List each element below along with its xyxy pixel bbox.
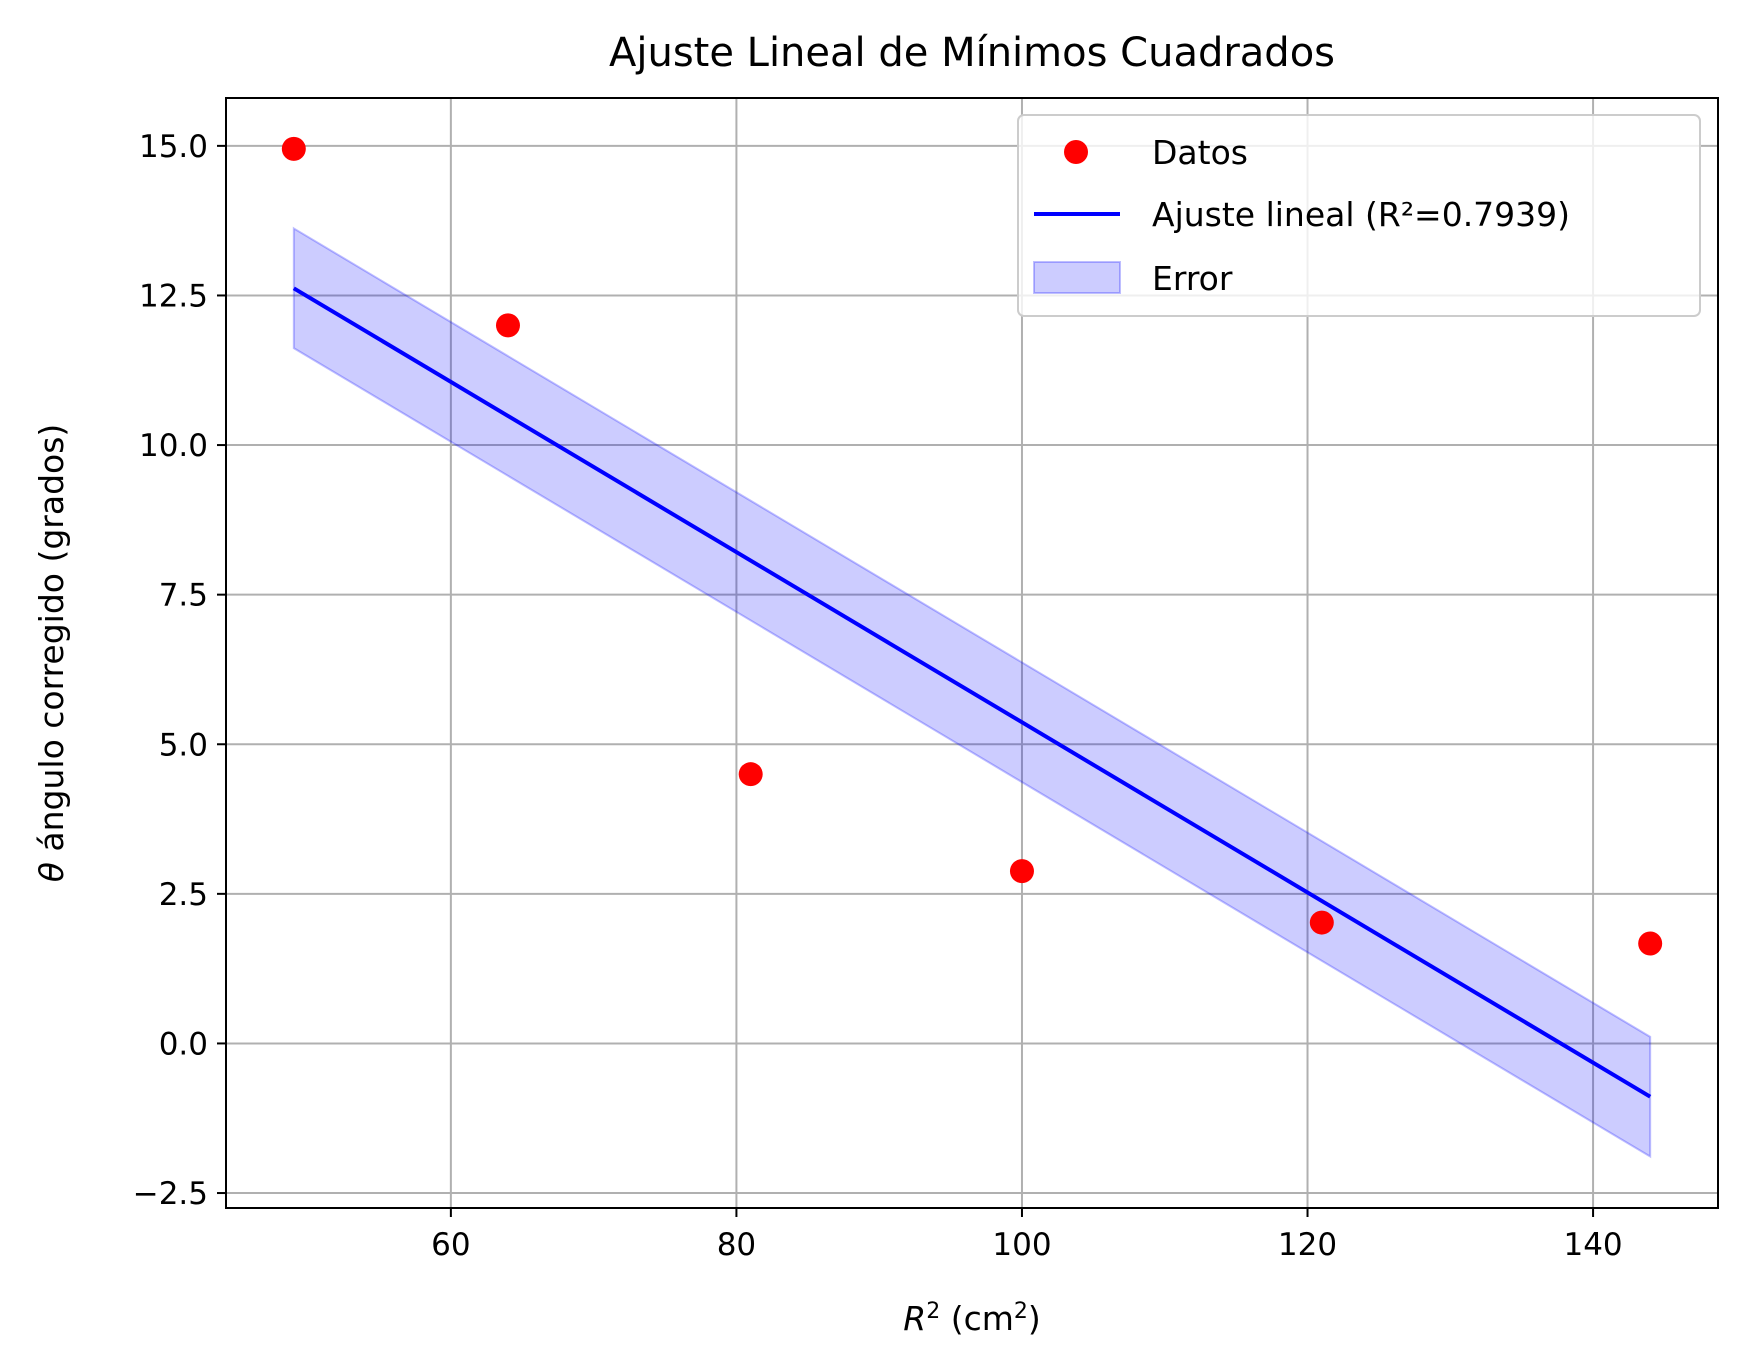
y-tick-label: 12.5	[139, 278, 208, 314]
data-point	[1638, 931, 1663, 956]
x-tick-label: 140	[1563, 1227, 1622, 1263]
data-point	[1009, 859, 1034, 884]
legend: Datos Ajuste lineal (R²=0.7939) Error	[1017, 114, 1701, 317]
data-point	[281, 136, 306, 161]
data-point	[495, 313, 520, 338]
data-points-layer	[281, 136, 1663, 956]
fit-line	[292, 286, 1652, 1099]
y-tick-label: 0.0	[159, 1026, 208, 1062]
legend-box	[1017, 114, 1701, 317]
x-tick-label: 100	[992, 1227, 1051, 1263]
legend-marker-error	[1033, 261, 1121, 294]
data-point	[1309, 910, 1334, 935]
x-tick-label: 120	[1278, 1227, 1337, 1263]
y-tick-label: −2.5	[133, 1176, 208, 1212]
y-tick-label: 5.0	[159, 727, 208, 763]
plot-frame	[225, 97, 1719, 1209]
legend-label-ajuste: Ajuste lineal (R²=0.7939)	[1152, 195, 1570, 234]
legend-label-datos: Datos	[1152, 133, 1248, 172]
x-axis-ticks: 60 80 100 120 140	[431, 1208, 1623, 1263]
legend-marker-datos	[1064, 140, 1088, 164]
legend-label-error: Error	[1152, 259, 1233, 298]
data-point	[738, 762, 763, 787]
y-tick-label: 15.0	[139, 129, 208, 165]
y-axis-label: θ ángulo corregido (grados)	[32, 424, 71, 883]
y-axis-ticks: −2.5 0.0 2.5 5.0 7.5 10.0 12.5 15.0	[133, 129, 226, 1212]
x-tick-label: 80	[717, 1227, 756, 1263]
x-tick-label: 60	[431, 1227, 470, 1263]
chart-title: Ajuste Lineal de Mínimos Cuadrados	[609, 30, 1335, 76]
y-tick-label: 10.0	[139, 428, 208, 464]
y-tick-label: 7.5	[159, 578, 208, 614]
x-axis-label: R2 (cm2)	[903, 1299, 1040, 1339]
y-tick-label: 2.5	[159, 877, 208, 913]
fit-line-layer	[292, 286, 1652, 1099]
